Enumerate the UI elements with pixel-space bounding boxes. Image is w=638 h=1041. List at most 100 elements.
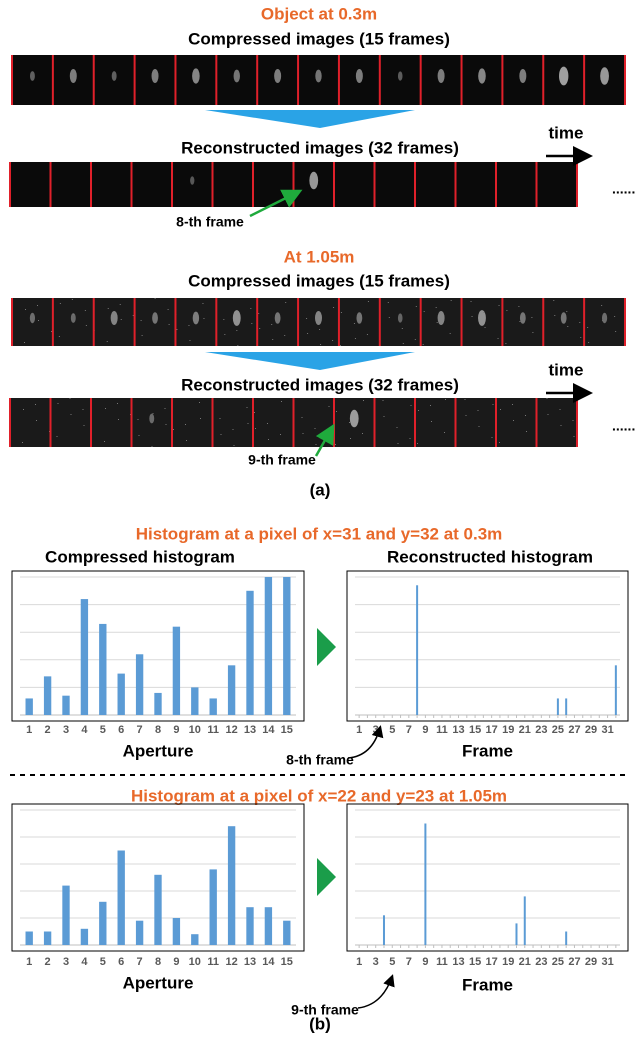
blob — [356, 69, 363, 83]
noise — [155, 298, 156, 299]
noise — [437, 322, 438, 323]
x-tick-label: 7 — [137, 724, 143, 736]
noise — [223, 319, 224, 320]
blob — [350, 410, 359, 428]
noise — [35, 404, 36, 405]
noise — [320, 344, 321, 345]
blob — [152, 69, 159, 83]
noise — [108, 308, 109, 309]
noise — [272, 339, 273, 340]
noise — [340, 345, 341, 346]
x-tick-label: 11 — [207, 956, 219, 968]
noise — [316, 444, 317, 445]
noise — [60, 303, 61, 304]
bar — [283, 577, 290, 715]
blob — [30, 313, 35, 323]
noise — [513, 420, 514, 421]
blob — [438, 311, 445, 325]
noise — [472, 316, 473, 317]
noise — [499, 305, 500, 306]
bar — [26, 932, 33, 946]
noise — [573, 420, 574, 421]
bar — [416, 585, 418, 715]
noise — [251, 323, 252, 324]
annotation-arrow — [358, 977, 392, 1008]
noise — [254, 412, 255, 413]
noise — [24, 342, 25, 343]
noise — [57, 436, 58, 437]
blob — [112, 71, 117, 81]
noise — [237, 345, 238, 346]
noise — [186, 440, 187, 441]
x-tick-label: 17 — [486, 724, 498, 736]
noise — [615, 331, 616, 332]
title: Histogram at a pixel of x=22 and y=23 at… — [131, 786, 507, 805]
bar — [154, 875, 161, 945]
x-tick-label: 14 — [262, 956, 275, 968]
bar — [557, 698, 559, 715]
bar — [62, 886, 69, 945]
noise — [512, 404, 513, 405]
plot-frame — [347, 571, 628, 721]
noise — [156, 313, 157, 314]
figure: Object at 0.3m Compressed images (15 fra… — [0, 0, 638, 1041]
blob — [398, 313, 403, 322]
x-tick-label: 15 — [281, 724, 293, 736]
noise — [553, 300, 554, 301]
bar — [210, 698, 217, 715]
noise — [23, 409, 24, 410]
noise — [601, 305, 602, 306]
noise — [498, 338, 499, 339]
noise — [259, 328, 260, 329]
x-tick-label: 13 — [244, 724, 256, 736]
caption: Compressed images (15 frames) — [188, 271, 450, 290]
noise — [398, 443, 399, 444]
bar — [265, 907, 272, 945]
noise — [478, 410, 479, 411]
noise — [271, 324, 272, 325]
x-tick-label: 11 — [436, 724, 448, 736]
x-tick-label: 21 — [519, 724, 531, 736]
bar — [44, 676, 51, 715]
noise — [59, 336, 60, 337]
noise — [133, 315, 134, 316]
noise — [403, 343, 404, 344]
x-tick-label: 3 — [63, 724, 69, 736]
noise — [72, 299, 73, 300]
x-tick-label: 6 — [118, 956, 124, 968]
noise — [70, 398, 71, 399]
noise — [166, 424, 167, 425]
blob — [398, 71, 403, 80]
noise — [165, 408, 166, 409]
x-tick-label: 7 — [406, 956, 412, 968]
bar — [44, 932, 51, 946]
title: Object at 0.3m — [261, 4, 377, 23]
x-tick-label: 15 — [469, 724, 481, 736]
x-tick-label: 4 — [81, 724, 88, 736]
x-tick-label: 14 — [262, 724, 275, 736]
noise — [397, 427, 398, 428]
x-tick-label: 29 — [585, 724, 597, 736]
noise — [384, 416, 385, 417]
x-tick-label: 1 — [26, 724, 32, 736]
noise — [22, 442, 23, 443]
noise — [410, 438, 411, 439]
x-tick-label: 1 — [356, 724, 362, 736]
x-axis-label: Aperture — [123, 741, 194, 760]
bar — [118, 674, 125, 715]
noise — [614, 316, 615, 317]
bar — [383, 915, 385, 945]
noise — [418, 410, 419, 411]
x-tick-label: 10 — [189, 956, 201, 968]
noise — [402, 328, 403, 329]
noise — [332, 340, 333, 341]
blob — [478, 310, 486, 326]
caption: Reconstructed images (32 frames) — [181, 138, 459, 157]
x-tick-label: 13 — [452, 724, 464, 736]
noise — [176, 329, 177, 330]
noise — [416, 306, 417, 307]
noise — [319, 329, 320, 330]
noise — [587, 327, 588, 328]
x-tick-label: 7 — [137, 956, 143, 968]
title: At 1.05m — [284, 247, 355, 266]
